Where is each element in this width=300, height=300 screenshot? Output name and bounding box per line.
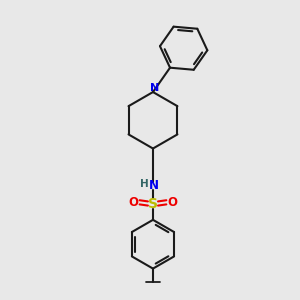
Text: S: S (148, 196, 158, 211)
Text: N: N (150, 82, 159, 93)
Text: O: O (128, 196, 138, 209)
Text: H: H (140, 179, 148, 189)
Text: N: N (148, 179, 159, 192)
Text: O: O (168, 196, 178, 209)
